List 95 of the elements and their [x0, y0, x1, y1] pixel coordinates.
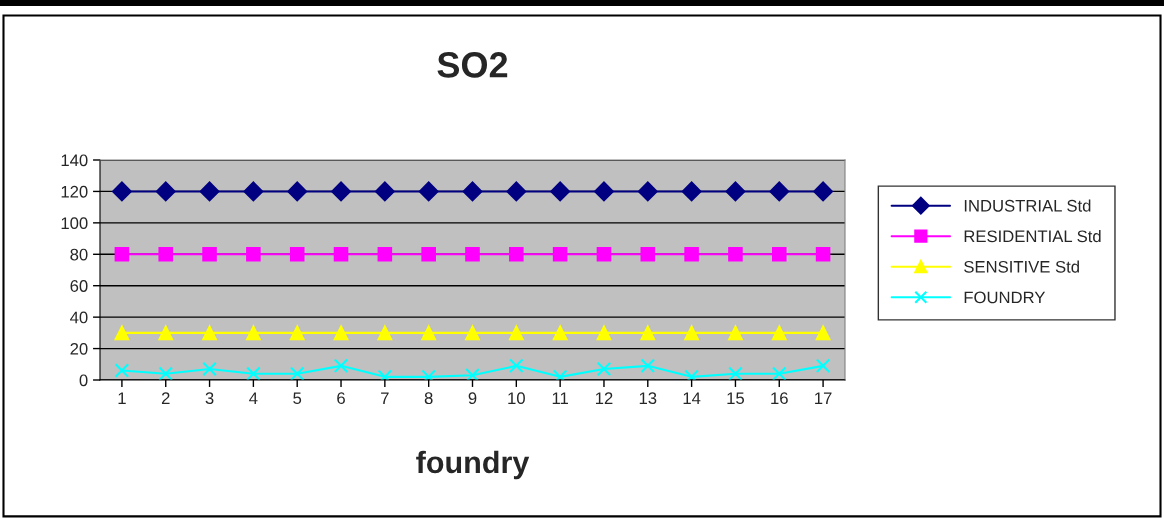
- x-tick-label: 4: [249, 392, 258, 404]
- x-tick-label: 11: [552, 392, 568, 404]
- point: [552, 247, 568, 262]
- x-tick-label: 15: [727, 392, 745, 405]
- point: [114, 247, 130, 262]
- point: [418, 181, 439, 202]
- point: [550, 181, 571, 202]
- x-tick-label: 7: [381, 392, 389, 404]
- point: [509, 247, 524, 262]
- x-tick-label: 6: [337, 392, 345, 405]
- point: [509, 358, 524, 374]
- point: [771, 366, 787, 380]
- point: [333, 358, 349, 374]
- point: [640, 325, 656, 341]
- point: [158, 366, 174, 380]
- y-tick-label: 80: [70, 248, 88, 261]
- point: [637, 181, 658, 202]
- point: [155, 181, 176, 202]
- point: [681, 181, 702, 202]
- point: [202, 325, 217, 341]
- x-tick-label: 8: [424, 392, 433, 405]
- point: [815, 247, 831, 262]
- legend-label: SENSITIVE Std: [964, 260, 1079, 273]
- legend-label: INDUSTRIAL Std: [964, 199, 1091, 212]
- point: [246, 366, 261, 380]
- point: [728, 325, 743, 341]
- point: [684, 247, 699, 262]
- x-tick-label: 10: [508, 392, 525, 405]
- point: [728, 247, 743, 262]
- point: [815, 358, 831, 374]
- point: [112, 181, 132, 202]
- x-tick-label: 2: [161, 392, 170, 404]
- x-tick-label: 17: [815, 392, 832, 404]
- point: [596, 325, 612, 341]
- point: [374, 181, 395, 202]
- x-tick-label: 3: [205, 392, 214, 405]
- point: [462, 181, 483, 202]
- x-tick-label: 16: [771, 392, 788, 405]
- point: [289, 366, 305, 380]
- point: [421, 325, 436, 341]
- y-tick-label: 20: [70, 342, 88, 355]
- x-tick-label: 5: [293, 392, 302, 405]
- point: [465, 325, 480, 341]
- point: [421, 247, 436, 262]
- point: [289, 247, 305, 262]
- x-tick-label: 9: [468, 392, 477, 405]
- chart-title: SO2: [437, 52, 508, 78]
- legend-label: RESIDENTIAL Std: [964, 229, 1101, 243]
- point: [506, 181, 527, 202]
- point: [813, 181, 833, 202]
- point: [202, 247, 217, 262]
- point: [158, 325, 174, 341]
- point: [377, 247, 393, 262]
- x-tick-label: 14: [683, 392, 701, 404]
- point: [596, 361, 612, 377]
- point: [333, 325, 349, 341]
- point: [199, 181, 220, 202]
- point: [333, 247, 349, 262]
- point: [509, 325, 524, 341]
- point: [289, 325, 305, 341]
- point: [684, 325, 699, 341]
- point: [552, 325, 568, 341]
- y-tick-label: 0: [79, 374, 88, 387]
- point: [769, 181, 790, 202]
- point: [594, 181, 614, 202]
- point: [771, 247, 787, 262]
- point: [596, 247, 612, 262]
- point: [246, 325, 261, 341]
- point: [158, 247, 174, 262]
- y-tick-label: 120: [61, 185, 88, 198]
- legend-label: FOUNDRY: [964, 291, 1046, 304]
- point: [771, 325, 787, 341]
- point: [465, 247, 480, 262]
- point: [114, 363, 130, 378]
- x-axis-title: foundry: [416, 450, 530, 480]
- point: [331, 181, 351, 202]
- point: [640, 358, 656, 374]
- y-tick-label: 100: [61, 217, 88, 230]
- point: [377, 325, 393, 341]
- point: [243, 181, 264, 202]
- point: [287, 181, 308, 202]
- y-tick-label: 60: [70, 280, 88, 292]
- point: [202, 361, 217, 377]
- point: [725, 181, 746, 202]
- point: [246, 247, 261, 262]
- y-tick-label: 140: [61, 154, 88, 167]
- point: [815, 325, 831, 341]
- x-tick-label: 12: [595, 392, 613, 404]
- point: [465, 368, 480, 380]
- x-tick-label: 13: [639, 392, 657, 405]
- point: [640, 247, 656, 262]
- y-tick-label: 40: [70, 311, 88, 324]
- point: [114, 325, 130, 341]
- point: [728, 366, 743, 380]
- x-tick-label: 1: [118, 392, 126, 404]
